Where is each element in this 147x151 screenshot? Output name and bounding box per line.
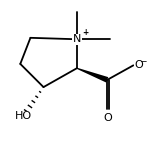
Text: −: −: [139, 56, 147, 66]
Text: +: +: [82, 28, 88, 37]
Polygon shape: [77, 68, 108, 83]
Text: N: N: [73, 34, 81, 44]
Text: O: O: [135, 60, 144, 70]
Text: HO: HO: [15, 111, 32, 121]
Text: O: O: [103, 113, 112, 123]
